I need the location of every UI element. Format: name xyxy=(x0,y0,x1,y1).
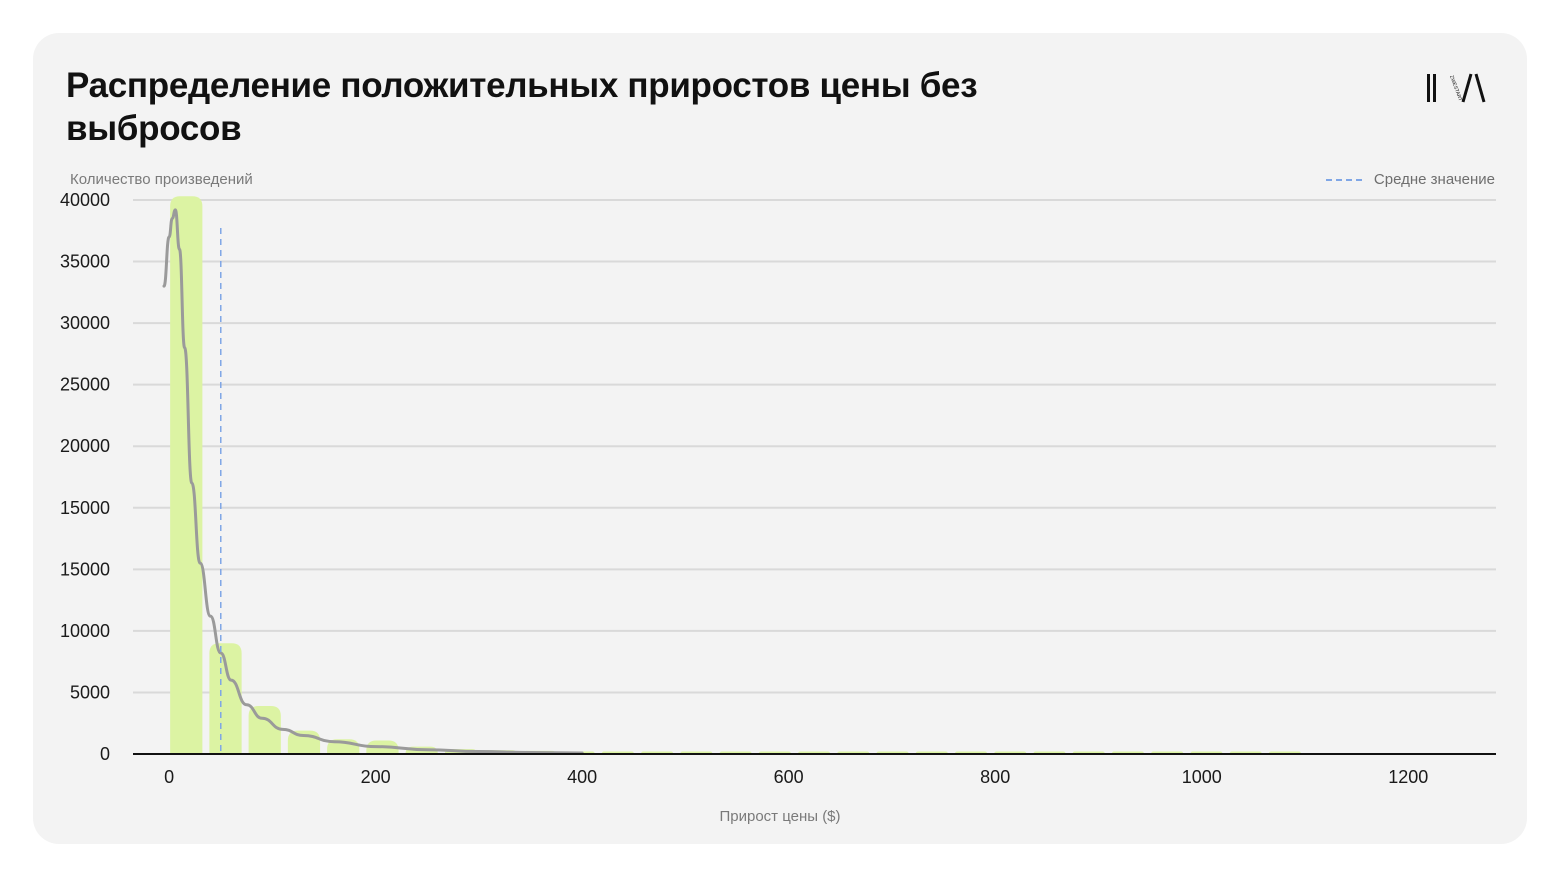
x-tick-label: 400 xyxy=(567,767,597,787)
x-tick-label: 600 xyxy=(774,767,804,787)
x-axis-label: Прирост цены ($) xyxy=(719,808,841,825)
chart-card xyxy=(33,33,1527,844)
x-tick-label: 1200 xyxy=(1388,767,1428,787)
legend: Средне значение xyxy=(1325,171,1495,188)
x-tick-label: 200 xyxy=(361,767,391,787)
density-curve xyxy=(162,208,584,755)
y-tick-label: 5000 xyxy=(70,682,110,702)
x-tick-label: 800 xyxy=(980,767,1010,787)
histogram-bar xyxy=(209,643,242,754)
y-tick-label: 15000 xyxy=(60,498,110,518)
histogram-bar xyxy=(248,705,281,754)
y-tick-label: 20000 xyxy=(60,436,110,456)
legend-mean-label: Средне значение xyxy=(1373,171,1495,188)
histogram-bar xyxy=(170,196,203,755)
y-tick-label: 10000 xyxy=(60,621,110,641)
y-tick-label: 35000 xyxy=(60,252,110,272)
x-tick-label: 0 xyxy=(164,767,174,787)
brand-logo: ZWESTART xyxy=(1427,73,1486,103)
y-tick-label: 15000 xyxy=(60,559,110,579)
y-tick-label: 30000 xyxy=(60,313,110,333)
legend-mean-swatch xyxy=(1325,178,1362,181)
y-tick-label: 40000 xyxy=(60,190,110,210)
y-tick-label: 0 xyxy=(100,744,110,764)
y-axis-label: Количество произведений xyxy=(70,171,253,188)
y-tick-label: 25000 xyxy=(60,375,110,395)
x-tick-label: 1000 xyxy=(1182,767,1222,787)
chart-title: Распределение положительных приростов це… xyxy=(66,66,978,148)
